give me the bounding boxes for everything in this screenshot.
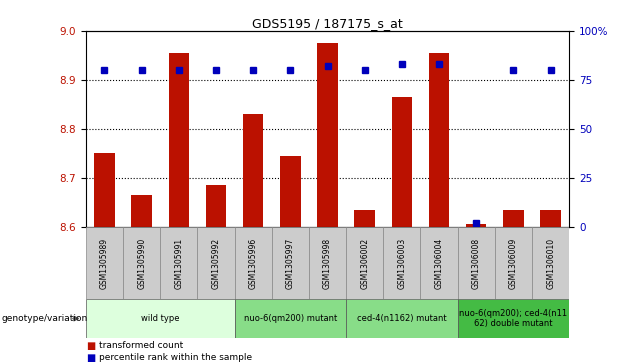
Text: GSM1306002: GSM1306002 bbox=[360, 238, 370, 289]
Text: GSM1306010: GSM1306010 bbox=[546, 238, 555, 289]
Bar bbox=[206, 185, 226, 227]
Text: GSM1305998: GSM1305998 bbox=[323, 238, 332, 289]
Bar bbox=[235, 227, 272, 299]
Bar bbox=[317, 43, 338, 227]
Bar bbox=[392, 97, 412, 227]
Text: GSM1306009: GSM1306009 bbox=[509, 237, 518, 289]
Text: GSM1305996: GSM1305996 bbox=[249, 237, 258, 289]
Text: GSM1306003: GSM1306003 bbox=[398, 237, 406, 289]
Bar bbox=[532, 227, 569, 299]
Text: nuo-6(qm200); ced-4(n11
62) double mutant: nuo-6(qm200); ced-4(n11 62) double mutan… bbox=[459, 309, 567, 328]
Bar bbox=[272, 227, 309, 299]
Bar bbox=[123, 227, 160, 299]
Bar bbox=[458, 299, 569, 338]
Bar bbox=[132, 195, 152, 227]
Bar bbox=[384, 227, 420, 299]
Text: genotype/variation: genotype/variation bbox=[1, 314, 88, 323]
Text: GSM1305991: GSM1305991 bbox=[174, 238, 183, 289]
Bar bbox=[429, 53, 449, 227]
Title: GDS5195 / 187175_s_at: GDS5195 / 187175_s_at bbox=[252, 17, 403, 30]
Text: GSM1305997: GSM1305997 bbox=[286, 237, 295, 289]
Text: GSM1306004: GSM1306004 bbox=[434, 237, 443, 289]
Text: wild type: wild type bbox=[141, 314, 179, 323]
Bar bbox=[495, 227, 532, 299]
Bar bbox=[86, 299, 235, 338]
Bar bbox=[243, 114, 263, 227]
Bar bbox=[280, 156, 301, 227]
Text: GSM1305990: GSM1305990 bbox=[137, 237, 146, 289]
Text: nuo-6(qm200) mutant: nuo-6(qm200) mutant bbox=[244, 314, 337, 323]
Text: transformed count: transformed count bbox=[99, 341, 183, 350]
Bar bbox=[160, 227, 197, 299]
Text: ■: ■ bbox=[86, 340, 95, 351]
Bar bbox=[235, 299, 346, 338]
Bar bbox=[466, 224, 487, 227]
Bar bbox=[346, 299, 458, 338]
Text: GSM1306008: GSM1306008 bbox=[472, 238, 481, 289]
Bar bbox=[169, 53, 189, 227]
Bar bbox=[309, 227, 346, 299]
Text: GSM1305989: GSM1305989 bbox=[100, 238, 109, 289]
Bar bbox=[346, 227, 384, 299]
Bar bbox=[503, 210, 523, 227]
Bar bbox=[420, 227, 458, 299]
Bar bbox=[354, 210, 375, 227]
Bar bbox=[541, 210, 561, 227]
Bar bbox=[94, 153, 114, 227]
Bar bbox=[458, 227, 495, 299]
Bar bbox=[197, 227, 235, 299]
Bar bbox=[86, 227, 123, 299]
Text: GSM1305992: GSM1305992 bbox=[212, 238, 221, 289]
Text: percentile rank within the sample: percentile rank within the sample bbox=[99, 353, 252, 362]
Text: ced-4(n1162) mutant: ced-4(n1162) mutant bbox=[357, 314, 446, 323]
Text: ■: ■ bbox=[86, 352, 95, 363]
